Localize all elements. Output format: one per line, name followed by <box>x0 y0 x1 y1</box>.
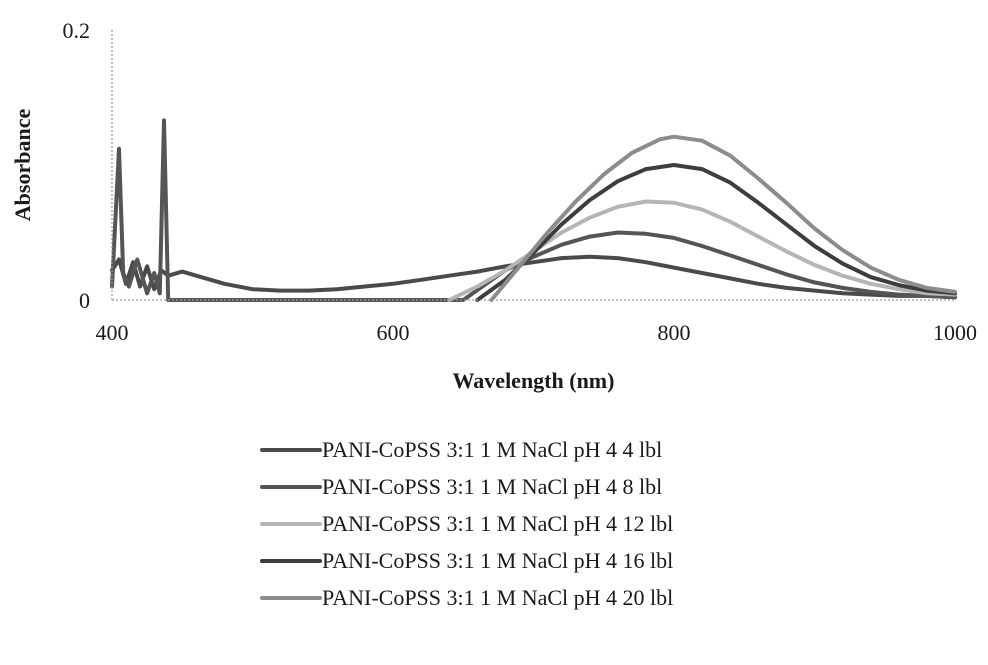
y-tick-label: 0.2 <box>63 18 91 43</box>
y-tick-labels: 00.2 <box>63 18 91 313</box>
x-tick-label: 800 <box>658 320 691 345</box>
legend-label: PANI-CoPSS 3:1 1 M NaCl pH 4 12 lbl <box>322 511 673 536</box>
x-tick-label: 600 <box>377 320 410 345</box>
legend-item: PANI-CoPSS 3:1 1 M NaCl pH 4 4 lbl <box>260 437 662 462</box>
series-line-2 <box>110 118 957 302</box>
y-tick-label: 0 <box>79 288 90 313</box>
legend-label: PANI-CoPSS 3:1 1 M NaCl pH 4 4 lbl <box>322 437 662 462</box>
legend: PANI-CoPSS 3:1 1 M NaCl pH 4 4 lbl PANI-C… <box>260 437 673 610</box>
legend-label: PANI-CoPSS 3:1 1 M NaCl pH 4 8 lbl <box>322 474 662 499</box>
x-tick-label: 1000 <box>933 320 977 345</box>
y-axis-title: Absorbance <box>10 109 35 222</box>
series-line-5 <box>489 134 957 302</box>
x-axis-title: Wavelength (nm) <box>453 368 615 393</box>
plot-area <box>110 118 957 302</box>
x-tick-label: 400 <box>96 320 129 345</box>
series-line-3 <box>447 199 957 302</box>
legend-item: PANI-CoPSS 3:1 1 M NaCl pH 4 12 lbl <box>260 511 673 536</box>
legend-label: PANI-CoPSS 3:1 1 M NaCl pH 4 16 lbl <box>322 548 673 573</box>
legend-item: PANI-CoPSS 3:1 1 M NaCl pH 4 20 lbl <box>260 585 673 610</box>
legend-item: PANI-CoPSS 3:1 1 M NaCl pH 4 16 lbl <box>260 548 673 573</box>
series-line-4 <box>475 163 957 302</box>
legend-label: PANI-CoPSS 3:1 1 M NaCl pH 4 20 lbl <box>322 585 673 610</box>
x-tick-labels: 400 600 800 1000 <box>96 320 978 345</box>
series-line-1 <box>110 254 957 300</box>
legend-item: PANI-CoPSS 3:1 1 M NaCl pH 4 8 lbl <box>260 474 662 499</box>
axes <box>111 30 955 301</box>
